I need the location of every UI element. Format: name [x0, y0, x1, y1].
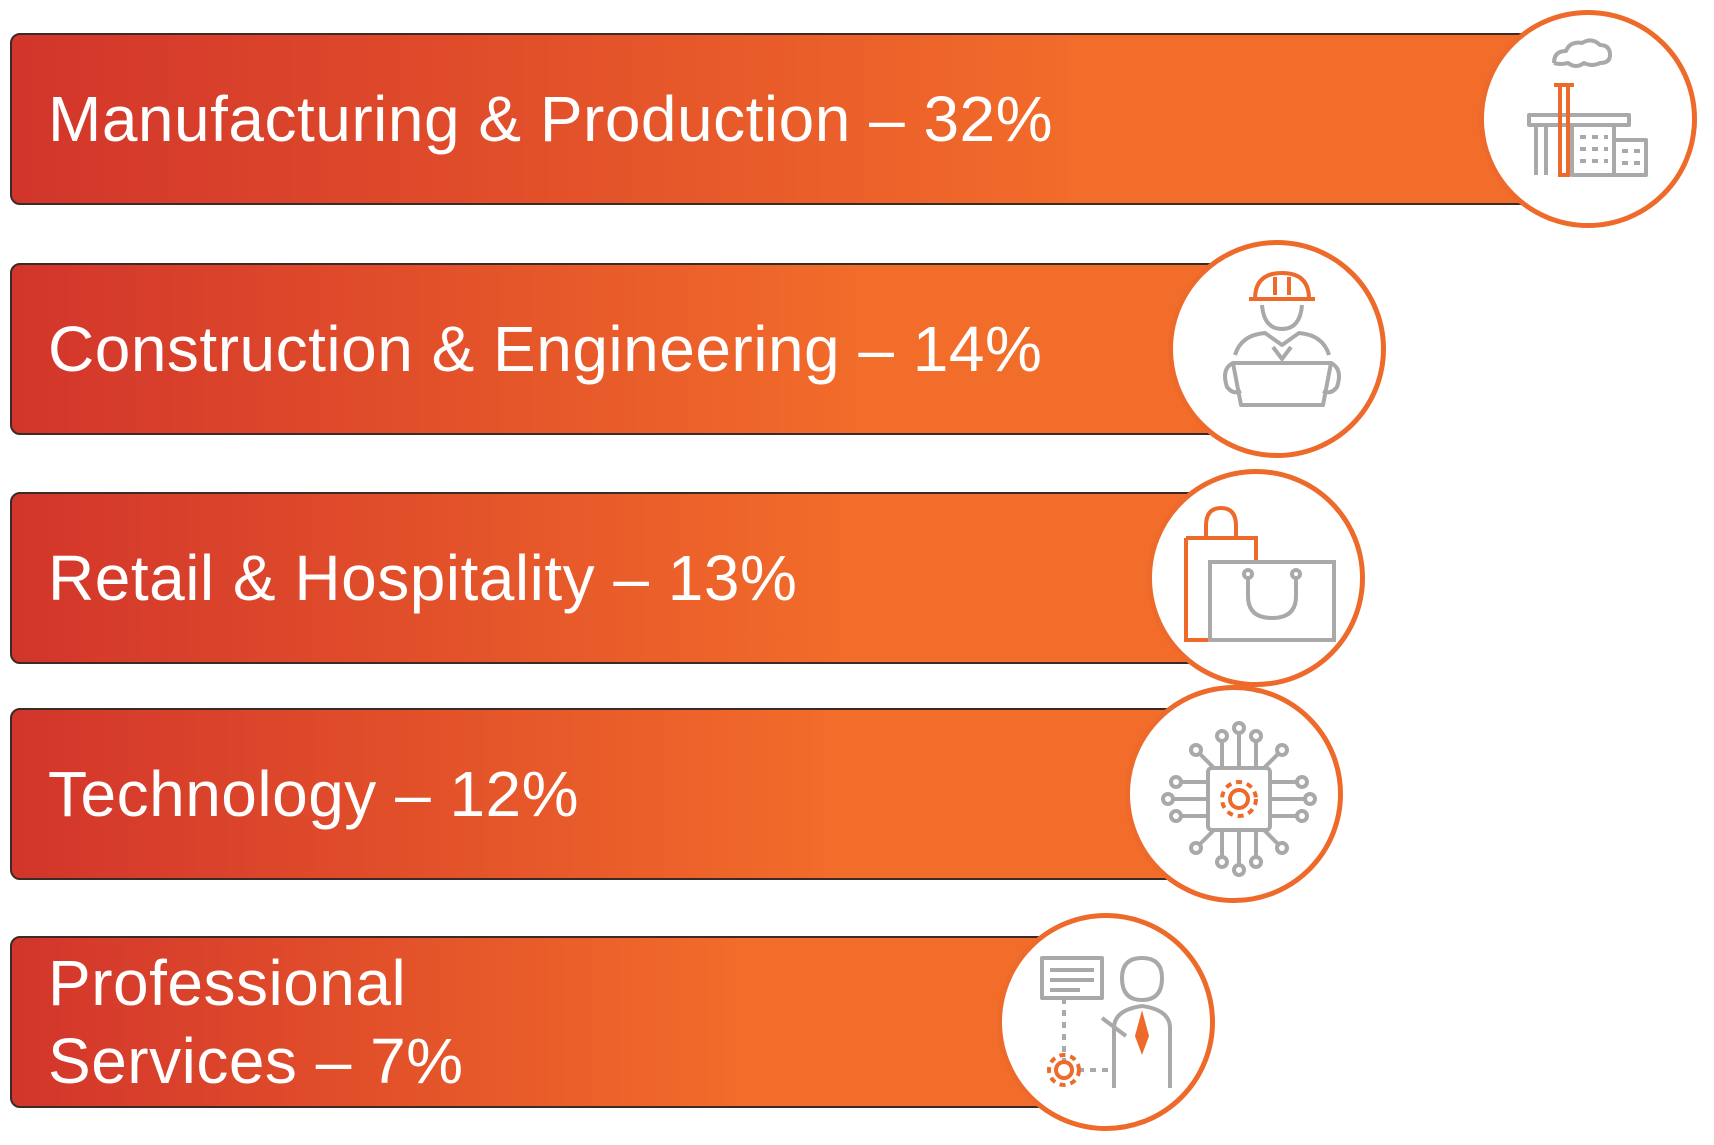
shopping-bags-icon	[1183, 505, 1336, 642]
presenter-icon	[1040, 956, 1173, 1088]
chip-icon	[1160, 721, 1317, 877]
bar-retail	[10, 492, 1208, 664]
badge-professional-services	[997, 913, 1216, 1131]
bar-construction	[10, 263, 1230, 435]
bar-technology	[10, 708, 1186, 880]
bar-label-construction: Construction & Engineering – 14%	[48, 313, 1043, 385]
bar-label-professional-services: Professional Services – 7%	[48, 947, 464, 1097]
badge-technology	[1124, 685, 1343, 903]
badge-manufacturing	[1478, 10, 1697, 228]
engineer-icon	[1223, 270, 1342, 407]
badge-retail	[1146, 469, 1365, 687]
factory-icon	[1526, 38, 1648, 177]
bar-label-manufacturing: Manufacturing & Production – 32%	[48, 83, 1054, 155]
bar-manufacturing	[10, 33, 1540, 205]
bar-label-technology: Technology – 12%	[48, 758, 580, 830]
bar-professional-services	[10, 936, 1059, 1108]
badge-construction	[1168, 240, 1387, 458]
bar-label-retail: Retail & Hospitality – 13%	[48, 542, 798, 614]
